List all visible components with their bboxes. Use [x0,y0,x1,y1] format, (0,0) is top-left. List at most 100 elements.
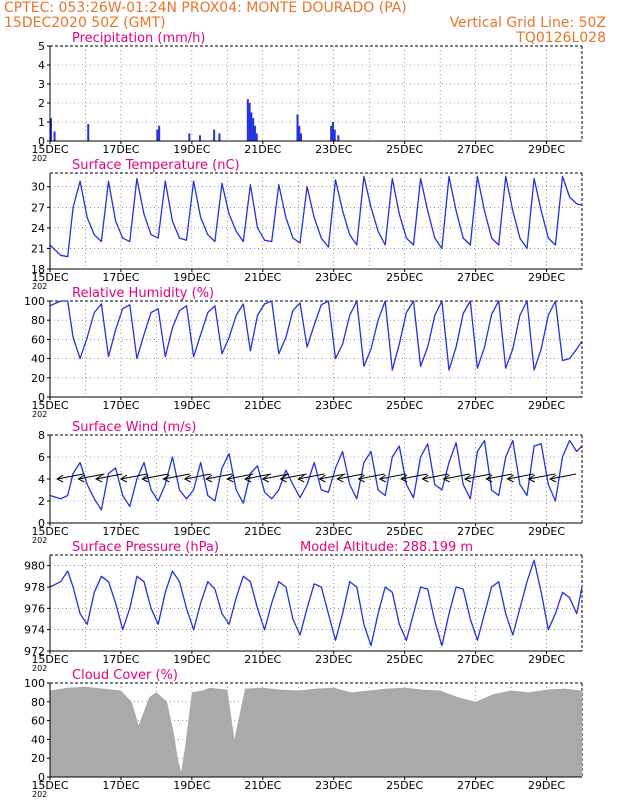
wind-vector [78,473,105,480]
surface-pressure-y-tick-label: 978 [24,581,45,594]
wind-vector-head [336,474,344,483]
wind-vector [337,473,364,480]
header-station-line: CPTEC: 053:26W-01:24N PROX04: MONTE DOUR… [4,0,407,16]
wind-vector-head [527,474,536,483]
wind-vector [422,473,449,480]
precipitation-bar [246,99,249,141]
surface-pressure-x-tick-label: 25DEC [386,653,423,666]
surface-pressure-x-tick-label: 23DEC [315,653,352,666]
precipitation-y-tick-label: 4 [38,59,45,72]
wind-vector [528,473,555,480]
precipitation-bar [50,118,52,141]
surface-temperature-x-tick-label: 25DEC [386,271,423,284]
surface-wind-y-tick-label: 0 [38,517,45,530]
cloud-cover-x-tick-label: 23DEC [315,779,352,792]
cloud-cover-y-tick-label: 0 [38,771,45,784]
cloud-cover-x-tick-label: 17DEC [102,779,139,792]
surface-wind-title: Surface Wind (m/s) [72,420,196,435]
precipitation-x-tick-label: 23DEC [315,143,352,156]
wind-vector [486,473,513,480]
wind-vector [244,473,272,480]
surface-pressure-y-tick-label: 974 [24,624,45,637]
relative-humidity-y-tick-label: 80 [31,314,45,327]
wind-vector [443,473,470,480]
surface-temperature-x-tick-label: 27DEC [457,271,494,284]
wind-vector [120,473,148,480]
cloud-cover-x-tick-label: 27DEC [457,779,494,792]
wind-vector-head [205,474,213,483]
precipitation-bar [331,122,334,141]
cloud-cover-area [50,686,582,777]
wind-vector-head [56,474,64,483]
relative-humidity-x-tick-label: 27DEC [457,399,494,412]
precipitation-bar [213,129,216,141]
relative-humidity-y-tick-label: 40 [31,353,45,366]
surface-temperature-y-tick-label: 27 [31,201,45,214]
surface-pressure-x-tick-label: 21DEC [244,653,281,666]
wind-vector [379,473,406,480]
wind-vector-head [141,474,149,483]
wind-vector-head [549,474,557,483]
wind-vector-head [442,474,450,483]
precipitation-bar [250,112,253,141]
precipitation-y-tick-label: 5 [38,40,45,53]
surface-temperature-x-year-fragment: 202 [32,282,47,291]
wind-vector-head [119,474,128,483]
precipitation-bar [330,125,333,141]
precipitation-bar [87,123,90,141]
wind-vector [205,473,233,480]
relative-humidity-x-year-fragment: 202 [32,410,47,419]
cloud-cover-y-tick-label: 100 [24,677,45,690]
cloud-cover-y-tick-label: 40 [31,733,45,746]
wind-vector-head [261,474,270,483]
header-date-line: 15DEC2020 50Z (GMT) [4,15,166,31]
surface-pressure-y-tick-label: 980 [24,560,45,573]
precipitation-bar [156,129,159,141]
precipitation-x-tick-label: 17DEC [102,143,139,156]
wind-vector [319,473,346,480]
surface-wind-x-year-fragment: 202 [32,536,47,545]
surface-temperature-y-tick-label: 30 [31,181,45,194]
surface-temperature-title: Surface Temperature (nC) [72,158,240,173]
surface-wind-x-tick-label: 23DEC [315,525,352,538]
relative-humidity-y-tick-label: 20 [31,372,45,385]
surface-temperature-line [49,175,583,258]
relative-humidity-y-tick-label: 100 [24,295,45,308]
precipitation-x-tick-label: 19DEC [173,143,210,156]
header-model-id: TQ0126L028 [516,30,606,46]
surface-wind-x-tick-label: 15DEC [31,525,68,538]
wind-vector [56,473,84,480]
precipitation-y-tick-label: 0 [38,135,45,148]
wind-vector [280,473,307,480]
precipitation-bar [253,125,256,141]
surface-wind-y-tick-label: 2 [38,495,45,508]
precipitation-x-tick-label: 15DEC [31,143,68,156]
surface-temperature-x-tick-label: 17DEC [102,271,139,284]
surface-pressure-x-tick-label: 29DEC [528,653,565,666]
surface-pressure-annotation: Model Altitude: 288.199 m [300,540,473,555]
wind-vector [142,473,169,480]
relative-humidity-line [49,300,583,371]
surface-wind-y-tick-label: 4 [38,473,45,486]
surface-temperature-y-tick-label: 18 [31,263,45,276]
precipitation-bar [300,133,303,141]
surface-pressure-x-tick-label: 19DEC [173,653,210,666]
wind-vector [227,473,254,480]
wind-vector-head [95,474,103,483]
cloud-cover-x-year-fragment: 202 [32,790,47,799]
cloud-cover-x-tick-label: 29DEC [528,779,565,792]
wind-vector [298,473,325,480]
wind-vector-head [226,474,234,483]
wind-vector [184,473,211,480]
surface-wind-x-tick-label: 19DEC [173,525,210,538]
cloud-cover-y-tick-label: 80 [31,696,45,709]
header-grid-line-note: Vertical Grid Line: 50Z [449,15,606,31]
wind-vector-head [463,474,472,483]
wind-vector [96,473,123,480]
surface-pressure-x-tick-label: 27DEC [457,653,494,666]
cloud-cover-x-tick-label: 25DEC [386,779,423,792]
precipitation-bar [188,133,191,141]
relative-humidity-x-tick-label: 29DEC [528,399,565,412]
cloud-cover-title: Cloud Cover (%) [72,668,178,683]
